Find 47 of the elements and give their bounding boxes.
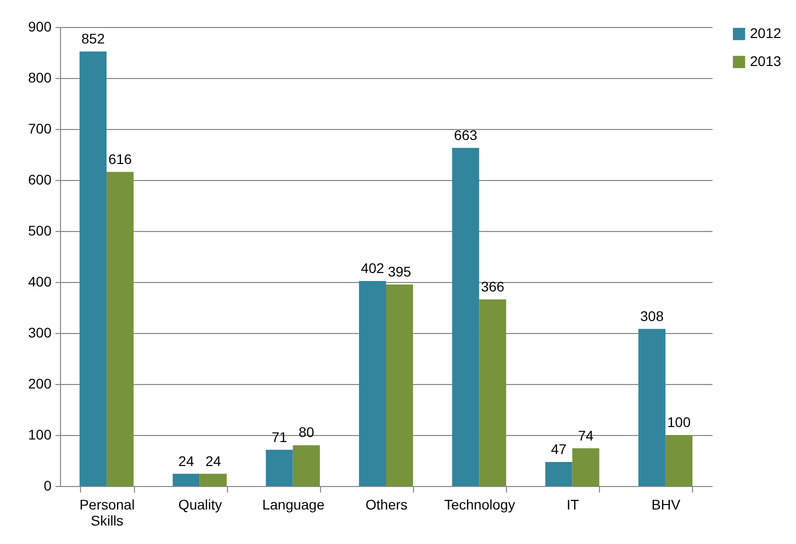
- data-label: 366: [480, 278, 505, 294]
- data-label: 47: [550, 441, 567, 458]
- x-tick-label: BHV: [652, 496, 681, 512]
- y-tick-label: 900: [28, 18, 52, 34]
- bar: [106, 172, 134, 486]
- legend-label: 2013: [750, 53, 782, 69]
- y-tick-label: 800: [28, 70, 52, 86]
- x-tick-label: Language: [262, 496, 325, 512]
- data-label: 663: [454, 126, 478, 143]
- x-tick-label: Quality: [178, 496, 222, 512]
- bar: [386, 284, 414, 486]
- data-label: 71: [272, 428, 288, 445]
- x-tick-label: Technology: [444, 496, 516, 512]
- y-tick-label: 300: [28, 324, 52, 340]
- data-label: 852: [81, 30, 105, 46]
- y-tick-label: 200: [28, 376, 52, 392]
- y-tick-label: 500: [28, 222, 52, 238]
- legend-label: 2012: [750, 25, 782, 41]
- data-label: 80: [298, 424, 314, 440]
- bar: [638, 328, 666, 486]
- data-label: 24: [205, 452, 222, 469]
- bar: [479, 299, 506, 486]
- bar: [358, 280, 386, 486]
- bar: [572, 448, 600, 486]
- data-label: 24: [178, 452, 194, 469]
- data-label: 616: [108, 150, 132, 167]
- bar: [452, 148, 480, 486]
- x-tick-label: Personal Skills: [79, 496, 135, 528]
- bar: [80, 51, 107, 486]
- data-label: 100: [667, 414, 691, 430]
- bar: [292, 445, 320, 486]
- data-label: 74: [578, 427, 594, 444]
- y-tick-label: 600: [28, 172, 52, 188]
- data-label: 308: [640, 308, 664, 324]
- x-tick-label: Others: [365, 496, 408, 512]
- bar: [172, 474, 200, 486]
- bar: [665, 435, 692, 486]
- y-tick-label: 400: [28, 274, 52, 290]
- data-label: 395: [388, 264, 412, 280]
- y-tick-label: 100: [28, 426, 52, 442]
- bar: [545, 462, 572, 486]
- data-label: 402: [360, 260, 384, 276]
- bar: [200, 474, 227, 486]
- bar: [266, 450, 293, 486]
- y-tick-label: 700: [28, 120, 52, 136]
- y-tick-label: 0: [44, 478, 52, 494]
- x-tick-label: IT: [566, 496, 580, 512]
